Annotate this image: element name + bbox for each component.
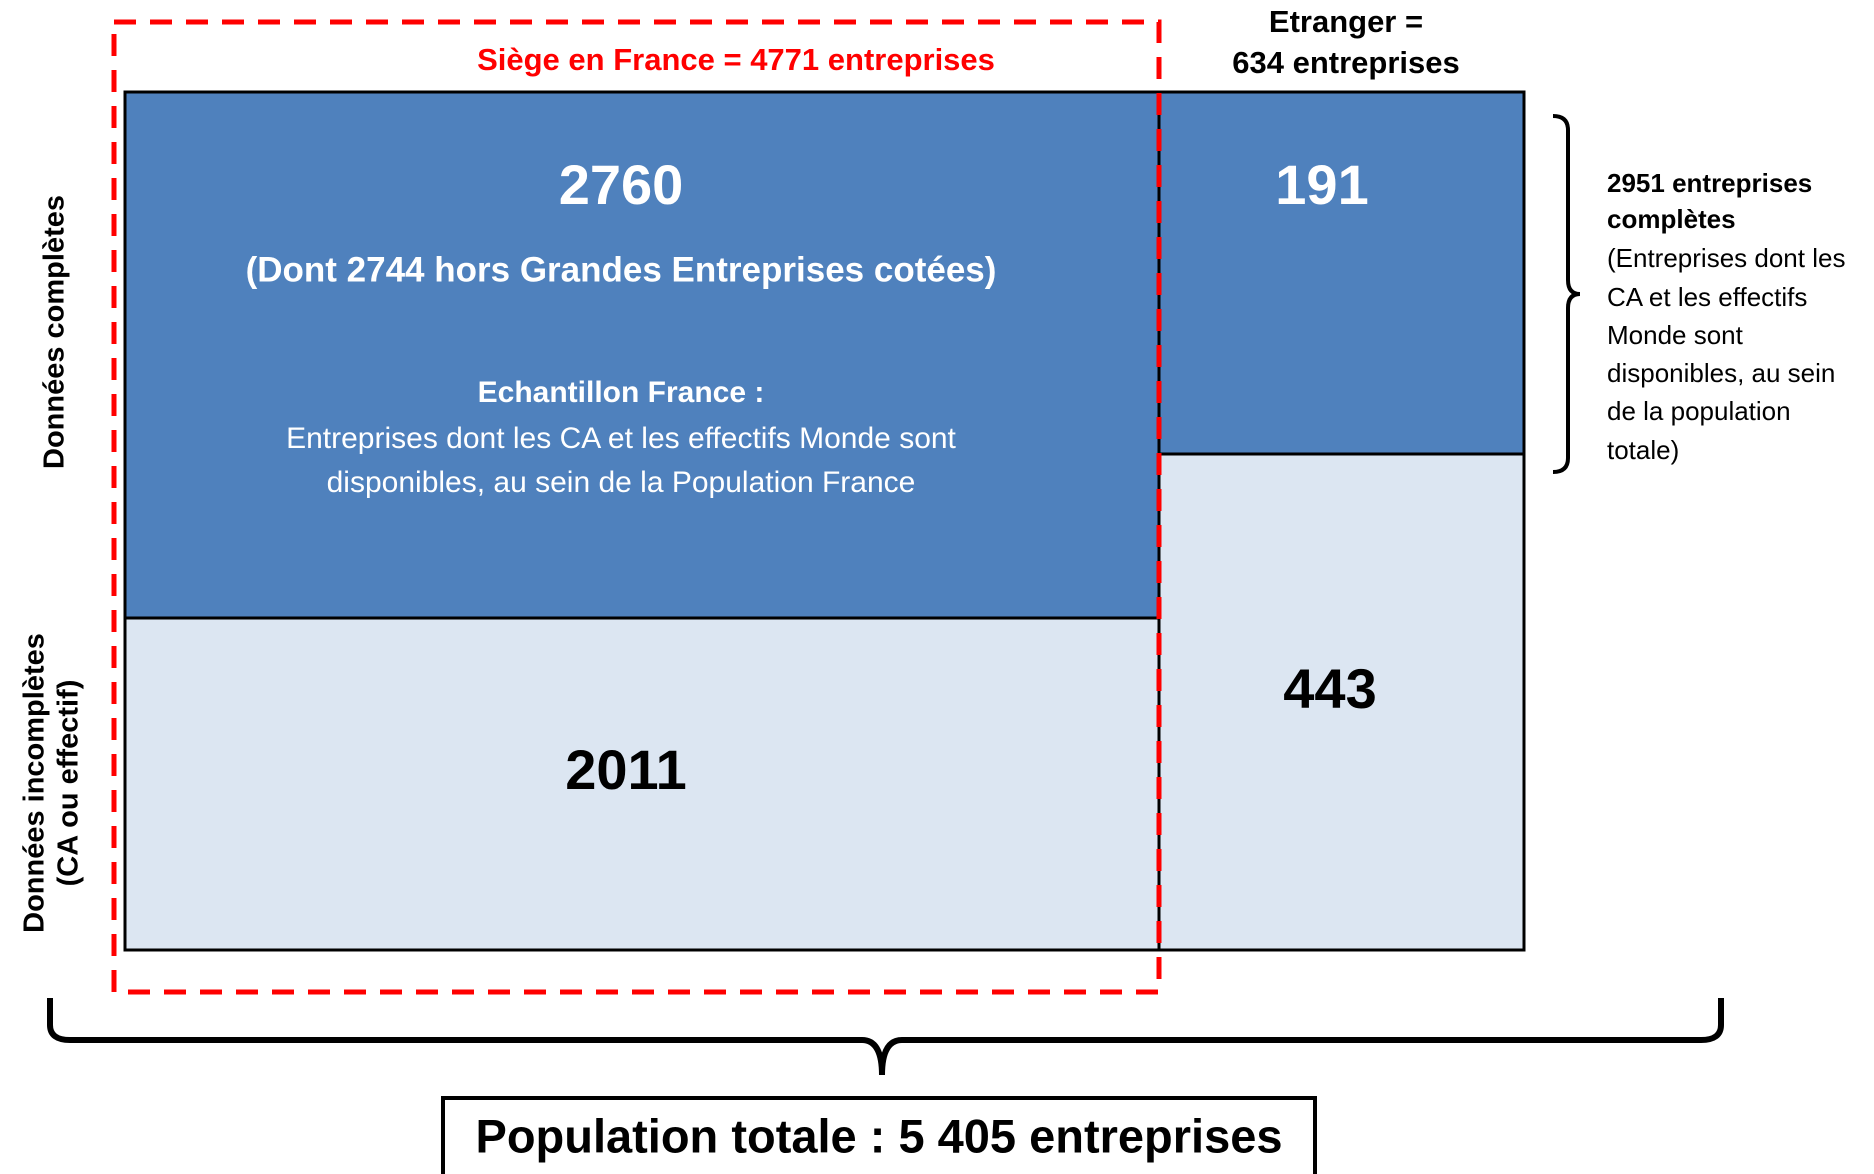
sample-title: Echantillon France : [478,376,765,409]
total-label: Population totale : 5 405 entreprises [475,1109,1282,1162]
etranger-title: Etranger = [1269,4,1423,39]
france-incomplete-block [123,616,1161,952]
row-label: Données incomplètes [19,633,51,933]
france-dashed-frame [111,19,1162,995]
etranger-complete-block [1157,90,1526,456]
etranger-incomplete-block [1157,452,1526,952]
right-brace [1552,114,1581,474]
note-text: totale) [1607,435,1679,465]
value-label: 191 [1275,153,1368,216]
bottom-brace [47,998,1724,1076]
note: (Dont 2744 hors Grandes Entreprises coté… [246,250,997,289]
note-text: CA et les effectifs [1607,282,1807,312]
sample-text: disponibles, au sein de la Population Fr… [327,466,916,499]
note-text: de la population [1607,396,1791,426]
france-title: Siège en France = 4771 entreprises [477,42,995,77]
etranger-title: 634 entreprises [1232,45,1459,80]
row-label: (CA ou effectif) [53,680,85,887]
value-label: 443 [1283,657,1376,720]
note-text: disponibles, au sein [1607,358,1835,388]
note-bold: complètes [1607,204,1736,234]
value-label: 2760 [559,153,684,216]
sample-text: Entreprises dont les CA et les effectifs… [286,422,956,455]
note-text: Monde sont [1607,320,1744,350]
total-box [441,1096,1317,1174]
value-label: 2011 [565,738,687,801]
note-text: (Entreprises dont les [1607,243,1845,273]
france-complete-block [123,90,1161,620]
note-bold: 2951 entreprises [1607,168,1812,198]
row-label: Données complètes [39,195,71,469]
